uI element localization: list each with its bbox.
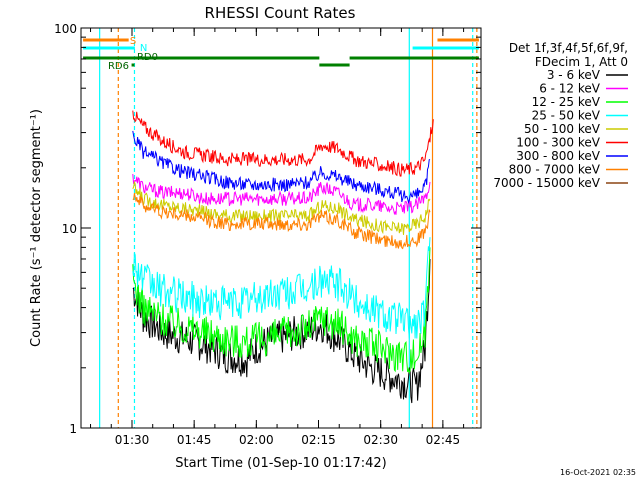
legend-label-2: 12 - 25 keV — [532, 95, 601, 109]
legend-label-5: 100 - 300 keV — [516, 136, 600, 150]
x-axis-label: Start Time (01-Sep-10 01:17:42) — [175, 456, 386, 471]
y-axis-label: Count Rate (s⁻¹ detector segment⁻¹) — [29, 109, 44, 347]
series-line-1 — [132, 173, 431, 216]
legend-label-3: 25 - 50 keV — [532, 109, 601, 123]
footer-timestamp: 16-Oct-2021 02:35 — [560, 468, 636, 477]
series-line-5 — [132, 110, 434, 177]
legend-label-8: 7000 - 15000 keV — [493, 176, 600, 190]
x-tick-label-3: 02:15 — [301, 433, 336, 447]
legend-label-7: 800 - 7000 keV — [509, 163, 601, 177]
legend-label-6: 300 - 800 keV — [516, 149, 600, 163]
series-line-7 — [132, 192, 431, 250]
annotation-2: RD6 — [108, 61, 129, 72]
axes: 01:30 01:45 02:00 02:15 02:30 02:45 1 10 100 — [54, 22, 481, 447]
x-tick-label-2: 02:00 — [239, 433, 274, 447]
series-line-3 — [132, 237, 431, 339]
x-tick-label-0: 01:30 — [115, 433, 150, 447]
y-tick-label-1: 10 — [62, 222, 77, 236]
legend-label-1: 6 - 12 keV — [539, 82, 601, 96]
data-layer — [99, 28, 478, 428]
x-tick-label-5: 02:45 — [426, 433, 461, 447]
chart-title: RHESSI Count Rates — [205, 4, 356, 22]
legend-label-0: 3 - 6 keV — [547, 68, 601, 82]
legend-label-4: 50 - 100 keV — [524, 122, 601, 136]
y-tick-label-0: 1 — [69, 422, 77, 436]
legend-header-line-1: Det 1f,3f,4f,5f,6f,9f, — [509, 41, 628, 55]
legend: Det 1f,3f,4f,5f,6f,9f, FDecim 1, Att 0 3… — [493, 41, 628, 190]
annotation-1: N — [140, 43, 147, 54]
series-line-6 — [132, 130, 431, 205]
x-tick-label-1: 01:45 — [177, 433, 212, 447]
annotation-3: RD0 — [137, 52, 158, 63]
legend-header-line-2: FDecim 1, Att 0 — [535, 55, 628, 69]
y-tick-label-2: 100 — [54, 22, 77, 36]
series-line-2 — [132, 247, 431, 375]
x-tick-label-4: 02:30 — [363, 433, 398, 447]
status-bars: SN RD6 RD0 — [83, 36, 479, 72]
series-line-0 — [132, 258, 431, 404]
annotation-0: S — [130, 36, 136, 47]
